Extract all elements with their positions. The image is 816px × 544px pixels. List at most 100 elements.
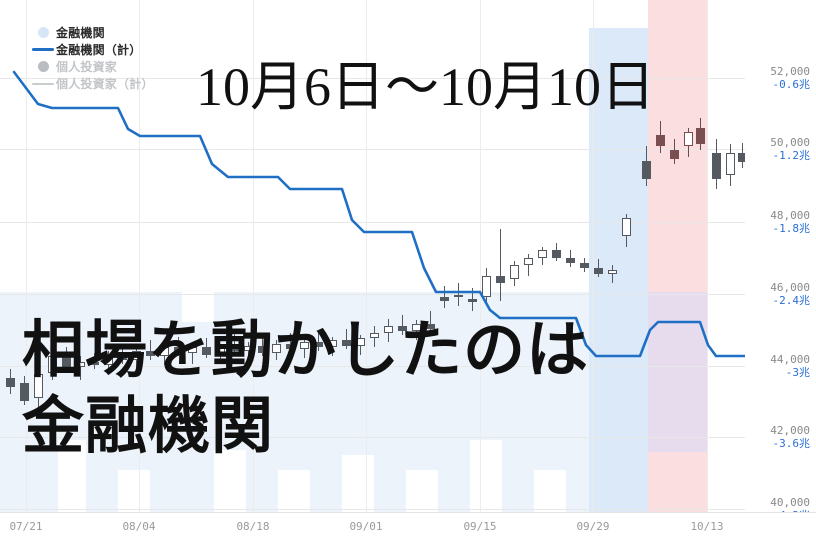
weekly-flow-column — [406, 292, 438, 470]
vertical-gridline — [707, 0, 708, 512]
candle-body — [258, 345, 267, 353]
weekly-flow-column — [0, 292, 58, 512]
candlestick — [580, 0, 589, 512]
vertical-gridline — [139, 0, 140, 512]
candle-body — [426, 324, 435, 330]
legend-label: 個人投資家（計） — [56, 77, 154, 91]
weekly-flow-column — [214, 292, 246, 450]
candle-body — [642, 160, 651, 179]
chart-plot-area[interactable] — [0, 0, 745, 512]
weekly-flow-column — [534, 292, 566, 470]
candlestick — [594, 0, 603, 512]
candlestick — [62, 0, 71, 512]
candle-body — [712, 153, 721, 179]
legend-item-financial-institutions[interactable]: 金融機関 — [30, 24, 154, 41]
horizontal-gridline — [0, 509, 745, 510]
candle-wick — [528, 253, 529, 276]
overlay-date-range-title: 10月6日〜10月10日 — [196, 57, 655, 117]
candle-body — [696, 128, 705, 145]
x-axis-tick-label: 09/01 — [349, 520, 383, 533]
candlestick — [244, 0, 253, 512]
candle-body — [670, 149, 679, 159]
band-overlap-tint — [648, 292, 708, 452]
x-axis-tick-label: 09/29 — [576, 520, 610, 533]
horizontal-gridline — [0, 222, 745, 223]
weekly-flow-column — [150, 292, 182, 512]
chart-legend[interactable]: 金融機関 金融機関（計） 個人投資家 個人投資家（計） — [30, 24, 154, 92]
candle-body — [510, 264, 519, 280]
candlestick — [608, 0, 617, 512]
candle-wick — [612, 264, 613, 283]
candlestick — [286, 0, 295, 512]
horizontal-gridline — [0, 78, 745, 79]
horizontal-gridline — [0, 437, 745, 438]
candle-body — [174, 347, 183, 353]
axis-trillion-label: -0.6兆 — [772, 78, 811, 91]
axis-trillion-label: -1.2兆 — [772, 149, 811, 162]
weekly-flow-column — [118, 292, 150, 470]
legend-item-individual-investors[interactable]: 個人投資家 — [30, 58, 154, 75]
candlestick — [342, 0, 351, 512]
bottom-date-axis: 07/21 08/04 08/18 09/01 09/15 09/29 10/13 — [0, 512, 816, 544]
candle-body — [48, 356, 57, 373]
candle-body — [566, 257, 575, 263]
candlestick — [188, 0, 197, 512]
axis-price-label: 44,000 — [770, 353, 810, 366]
candlestick — [538, 0, 547, 512]
candlestick — [552, 0, 561, 512]
overlay-headline: 相場を動かしたのは 金融機関 — [22, 312, 589, 464]
weekly-flow-column — [310, 292, 342, 512]
candle-body — [594, 268, 603, 274]
candlestick — [398, 0, 407, 512]
candle-body — [552, 250, 561, 258]
legend-label: 金融機関（計） — [56, 43, 142, 57]
candle-body — [580, 262, 589, 269]
candle-body — [160, 347, 169, 357]
candle-body — [6, 377, 15, 387]
candlestick — [670, 0, 679, 512]
candle-body — [104, 354, 113, 366]
axis-price-label: 48,000 — [770, 209, 810, 222]
axis-price-label: 42,000 — [770, 424, 810, 437]
overlay-headline-line1: 相場を動かしたのは — [22, 313, 590, 386]
candle-body — [726, 153, 735, 175]
candle-wick — [94, 352, 95, 369]
candle-body — [496, 275, 505, 283]
candle-body — [76, 361, 85, 368]
overlay-headline-line2: 金融機関 — [22, 389, 275, 462]
candle-body — [356, 338, 365, 346]
legend-item-individual-investors-cumulative[interactable]: 個人投資家（計） — [30, 75, 154, 92]
candle-body — [482, 275, 491, 298]
candle-wick — [458, 282, 459, 307]
candle-wick — [248, 341, 249, 362]
candlestick — [684, 0, 693, 512]
candle-body — [440, 297, 449, 301]
weekly-flow-column — [620, 28, 648, 292]
axis-price-label: 50,000 — [770, 136, 810, 149]
candlestick — [510, 0, 519, 512]
candle-body — [398, 325, 407, 332]
candlestick — [482, 0, 491, 512]
x-axis-tick-label: 08/18 — [236, 520, 270, 533]
horizontal-gridline — [0, 294, 745, 295]
candlestick — [726, 0, 735, 512]
horizontal-gridline — [0, 149, 745, 150]
candle-body — [118, 354, 127, 360]
weekly-flow-column — [502, 292, 534, 512]
candlestick — [300, 0, 309, 512]
legend-line-icon — [30, 48, 56, 51]
candle-body — [656, 135, 665, 147]
candlestick — [160, 0, 169, 512]
candlestick — [34, 0, 43, 512]
candle-body — [90, 361, 99, 366]
candlestick — [146, 0, 155, 512]
candle-wick — [318, 331, 319, 351]
candlestick — [468, 0, 477, 512]
legend-item-financial-institutions-cumulative[interactable]: 金融機関（計） — [30, 41, 154, 58]
candle-body — [244, 345, 253, 351]
candlestick — [696, 0, 705, 512]
axis-trillion-label: -3兆 — [785, 366, 810, 379]
candle-body — [622, 218, 631, 237]
candle-wick — [430, 311, 431, 333]
candlestick — [566, 0, 575, 512]
